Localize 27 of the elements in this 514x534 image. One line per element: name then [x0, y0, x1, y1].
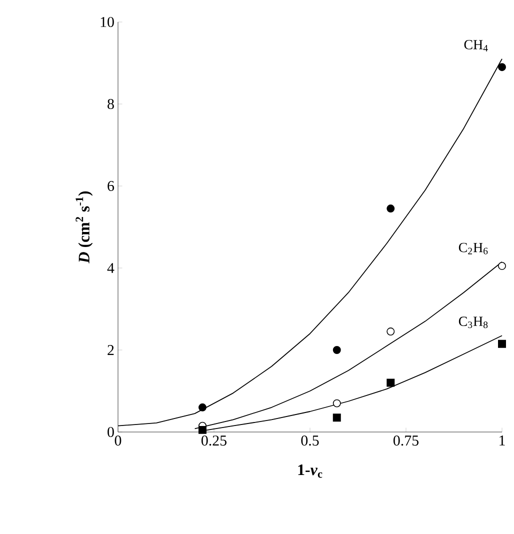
point	[498, 340, 506, 348]
x-axis-title: 1-v$_{c}$	[298, 464, 322, 478]
y-tick-label: 0	[108, 426, 114, 438]
series-label: CH$_{4}$	[464, 40, 488, 52]
y-tick-label: 6	[108, 180, 114, 192]
x-tick-label: 1	[500, 436, 505, 446]
point	[498, 63, 506, 72]
y-tick-label: 4	[107, 263, 114, 273]
point	[386, 328, 395, 336]
series-label: C$_{2}$H$_{6}$	[458, 242, 488, 254]
point	[386, 378, 395, 387]
y-axis-title: D (cm$^{2}$ s$^{-1}$)	[76, 191, 93, 264]
x-tick-label: 0	[114, 436, 122, 446]
x-tick-label: 0.75	[393, 436, 418, 446]
point	[498, 262, 506, 270]
point	[332, 399, 341, 408]
y-tick-label: 8	[108, 98, 114, 110]
x-tick-label: 0.5	[301, 436, 319, 446]
point	[198, 426, 206, 434]
point	[198, 403, 206, 412]
series-label: C$_{3}$H$_{8}$	[458, 316, 488, 328]
x-tick-label: 0.25	[201, 436, 226, 446]
point	[386, 204, 395, 213]
point	[332, 414, 341, 422]
y-tick-label: 10	[100, 16, 114, 28]
y-tick-label: 2	[108, 345, 114, 355]
point	[332, 346, 341, 354]
